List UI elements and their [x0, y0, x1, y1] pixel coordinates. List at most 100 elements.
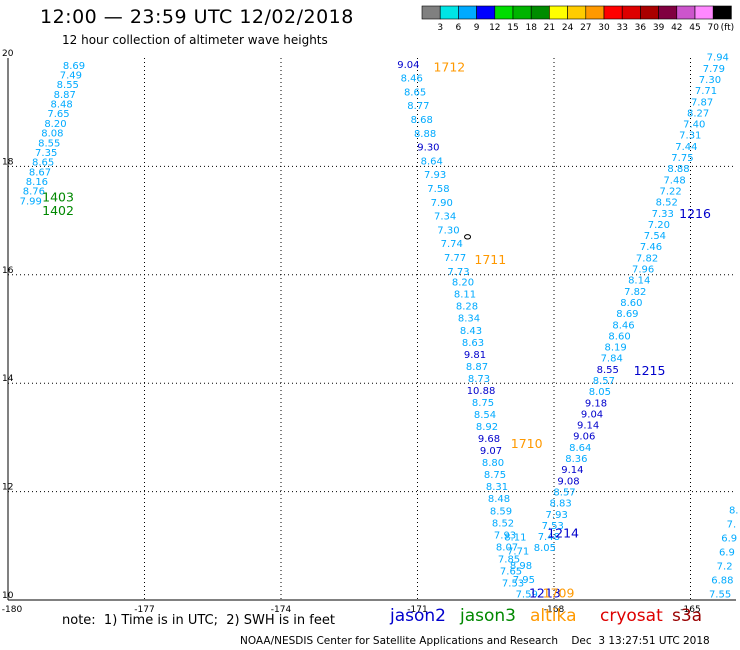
wave-height-value: 7.33 [652, 209, 674, 220]
wave-height-value: 8.52 [656, 198, 678, 209]
wave-height-value: 10.88 [467, 386, 496, 397]
wave-height-value: 7.75 [671, 153, 693, 164]
wave-height-value: 8.98 [510, 561, 532, 572]
wave-height-value: 8.05 [589, 387, 611, 398]
wave-height-value: 7.77 [444, 253, 466, 264]
wave-height-value: 9.14 [561, 465, 583, 476]
colorbar-tick-label: 33 [616, 23, 627, 33]
colorbar-tick-label: 24 [562, 23, 574, 33]
wave-height-value: 8.11 [504, 532, 526, 543]
y-tick-label: 10 [2, 591, 14, 601]
y-tick-label: 12 [2, 483, 13, 493]
wave-height-value: 8.60 [620, 298, 642, 309]
wave-height-value: 7.2 [717, 561, 733, 572]
wave-height-value: 7.34 [434, 212, 456, 223]
wave-height-value: 8.19 [604, 343, 626, 354]
wave-height-value: 8.28 [456, 302, 478, 313]
wave-height-value: 8.43 [460, 326, 482, 337]
pass-time-label: 1213 [529, 585, 561, 600]
wave-height-value: 7.46 [640, 242, 662, 253]
wave-height-value: 7.96 [632, 265, 654, 276]
colorbar-tick-label: 6 [456, 23, 462, 33]
wave-height-value: 7.48 [663, 175, 685, 186]
wave-height-value: 8.88 [667, 164, 689, 175]
pass-time-label: 1216 [679, 206, 711, 221]
wave-height-value: 9.04 [581, 409, 603, 420]
wave-height-value: 8.77 [407, 101, 429, 112]
wave-height-value: 7. [727, 519, 737, 530]
colorbar-swatch [439, 5, 459, 20]
wave-height-value: 8.55 [57, 80, 79, 91]
wave-height-value: 8.07 [496, 542, 518, 553]
colorbar-tick-label: 45 [689, 23, 700, 33]
wave-height-value: 7.82 [624, 287, 646, 298]
wave-height-value: 7.20 [648, 220, 670, 231]
wave-height-value: 7.85 [498, 554, 520, 565]
wave-height-value: 7.35 [35, 148, 57, 159]
wave-height-value: 8.57 [553, 487, 575, 498]
wave-height-value: 8.14 [628, 276, 650, 287]
colorbar-swatch [494, 5, 514, 20]
colorbar-swatch [694, 5, 714, 20]
wave-height-value: 7.71 [695, 86, 717, 97]
pass-time-label: 1710 [511, 436, 543, 451]
wave-height-value: 8.20 [44, 119, 66, 130]
wave-height-value: 7.30 [437, 225, 459, 236]
legend-jason3: jason3 [460, 606, 516, 626]
colorbar-tick-label: 15 [507, 23, 518, 33]
colorbar-swatch [476, 5, 496, 20]
wave-height-value: 8.59 [490, 506, 512, 517]
chart-title: 12:00 — 23:59 UTC 12/02/2018 [40, 6, 354, 28]
y-tick-label: 16 [2, 266, 14, 276]
wave-height-value: 8.48 [50, 100, 72, 111]
wave-height-value: 6.9 [721, 533, 737, 544]
wave-height-value: 9.06 [573, 432, 595, 443]
wave-height-value: 8.55 [38, 138, 60, 149]
wave-height-value: 8.65 [32, 158, 54, 169]
wave-height-value: 8.16 [26, 177, 48, 188]
colorbar-tick-label: 12 [489, 23, 500, 33]
colorbar-swatch [421, 5, 441, 20]
colorbar-unit-label: (ft) [721, 23, 735, 33]
wave-height-value: 8.34 [458, 314, 480, 325]
wave-height-value: 8.54 [474, 410, 496, 421]
wave-height-value: 7.59 [516, 589, 538, 600]
pass-time-label: 1709 [543, 585, 575, 600]
colorbar-swatch [567, 5, 587, 20]
wave-height-value: 8.67 [29, 167, 51, 178]
colorbar-swatch [676, 5, 696, 20]
colorbar-swatch [640, 5, 659, 20]
y-tick-label: 18 [2, 157, 14, 167]
wave-height-value: 7.58 [427, 184, 449, 195]
wave-height-value: 8.64 [569, 443, 591, 454]
wave-height-value: 8.08 [41, 129, 63, 140]
pass-time-label: 1711 [474, 252, 506, 267]
colorbar-tick-label: 9 [474, 23, 480, 33]
wave-height-value: 8.75 [472, 398, 494, 409]
wave-height-value: 7.74 [441, 239, 463, 250]
wave-height-value: 7.95 [513, 575, 535, 586]
colorbar-swatch [712, 5, 732, 20]
pass-time-label: 1402 [42, 203, 74, 218]
wave-height-value: 9.07 [480, 446, 502, 457]
wave-height-value: 8.48 [488, 494, 510, 505]
wave-height-value: 7.22 [660, 186, 682, 197]
wave-height-value: 8.60 [608, 331, 630, 342]
wave-height-value: 8.68 [411, 115, 433, 126]
colorbar-swatch [549, 5, 568, 20]
footer-note: note: 1) Time is in UTC; 2) SWH is in fe… [62, 613, 335, 628]
colorbar-tick-label: 18 [525, 23, 537, 33]
wave-height-value: 8.76 [23, 187, 45, 198]
wave-height-value: 7.90 [431, 198, 453, 209]
colorbar-tick-label: 21 [544, 23, 555, 33]
wave-height-value: 8.57 [593, 376, 615, 387]
wave-height-value: 8. [729, 505, 739, 516]
wave-height-value: 7.93 [424, 170, 446, 181]
wave-height-value: 7.53 [542, 521, 564, 532]
wave-height-value: 8.80 [482, 458, 504, 469]
wave-height-value: 8.27 [687, 108, 709, 119]
colorbar-tick-label: 42 [671, 23, 682, 33]
y-tick-label: 14 [2, 374, 14, 384]
colorbar-swatch [530, 5, 550, 20]
x-tick-label: -177 [134, 605, 154, 615]
